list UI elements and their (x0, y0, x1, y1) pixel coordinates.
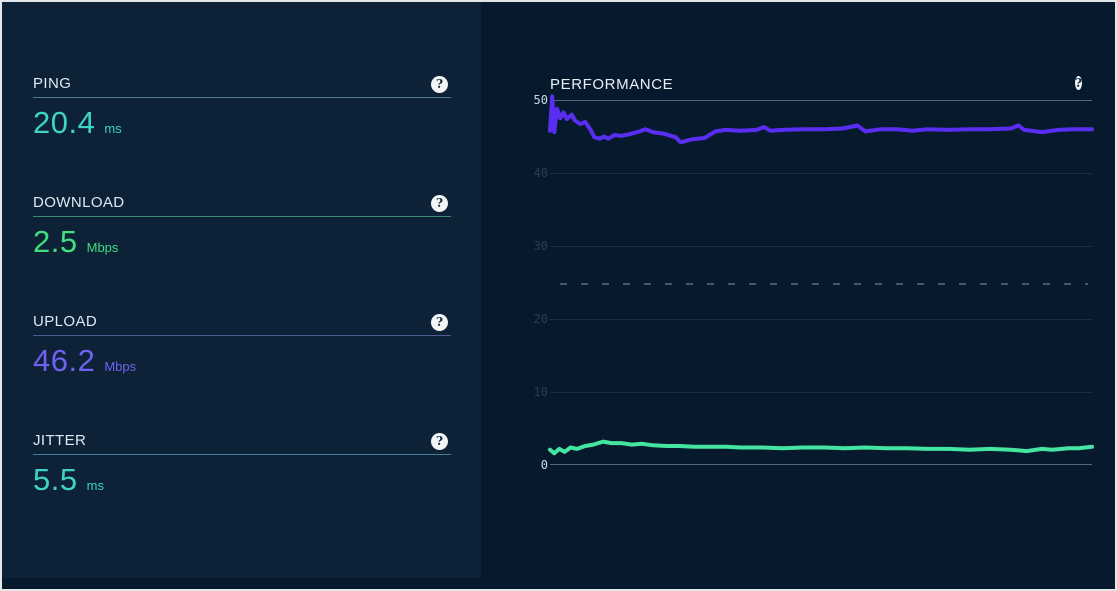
gridline-0 (550, 464, 1092, 465)
metric-value-row: 20.4 ms (33, 105, 451, 141)
y-tick-10: 10 (533, 385, 548, 399)
y-tick-40: 40 (533, 166, 548, 180)
metric-header: JITTER ? (33, 432, 451, 455)
metric-jitter: JITTER ? 5.5 ms (33, 432, 451, 498)
upload-label: UPLOAD (33, 313, 98, 330)
jitter-value: 5.5 (33, 462, 78, 497)
download-value: 2.5 (33, 224, 78, 259)
help-icon[interactable]: ? (431, 433, 448, 450)
y-tick-0: 0 (540, 458, 548, 472)
chart-title: PERFORMANCE (550, 76, 674, 93)
series-line-upload (548, 94, 1094, 145)
help-icon[interactable]: ? (431, 195, 448, 212)
ping-value: 20.4 (33, 105, 96, 140)
plot-area (548, 94, 1094, 465)
metric-download: DOWNLOAD ? 2.5 Mbps (33, 194, 451, 260)
gridline-20 (550, 319, 1092, 320)
metric-header: DOWNLOAD ? (33, 194, 451, 217)
gridline-30 (550, 246, 1092, 247)
ping-unit: ms (104, 121, 122, 136)
metric-header: PING ? (33, 75, 451, 98)
y-tick-30: 30 (533, 239, 548, 253)
chart-series-lines (548, 94, 1094, 456)
series-line-download (548, 439, 1094, 456)
y-tick-20: 20 (533, 312, 548, 326)
jitter-label: JITTER (33, 432, 87, 449)
chart-help-wrap: ? (1075, 74, 1083, 92)
metric-value-row: 2.5 Mbps (33, 224, 451, 260)
upload-unit: Mbps (104, 359, 137, 374)
gridline-50 (550, 100, 1092, 101)
ping-label: PING (33, 75, 72, 92)
metric-value-row: 46.2 Mbps (33, 343, 451, 379)
y-tick-50: 50 (533, 93, 548, 107)
metric-upload: UPLOAD ? 46.2 Mbps (33, 313, 451, 379)
jitter-unit: ms (86, 478, 104, 493)
download-unit: Mbps (86, 240, 119, 255)
reference-dashed-line (560, 283, 1088, 285)
metric-header: UPLOAD ? (33, 313, 451, 336)
help-icon[interactable]: ? (431, 314, 448, 331)
gridline-10 (550, 392, 1092, 393)
help-icon[interactable]: ? (431, 76, 448, 93)
download-label: DOWNLOAD (33, 194, 125, 211)
upload-value: 46.2 (33, 343, 96, 378)
performance-chart: PERFORMANCE ? 50 40 30 20 10 0 (483, 2, 1117, 589)
metric-ping: PING ? 20.4 ms (33, 75, 451, 141)
metrics-panel: PING ? 20.4 ms DOWNLOAD ? 2.5 Mbps UPLOA… (2, 2, 481, 578)
help-icon[interactable]: ? (1075, 76, 1083, 90)
gridline-40 (550, 173, 1092, 174)
metric-value-row: 5.5 ms (33, 462, 451, 498)
